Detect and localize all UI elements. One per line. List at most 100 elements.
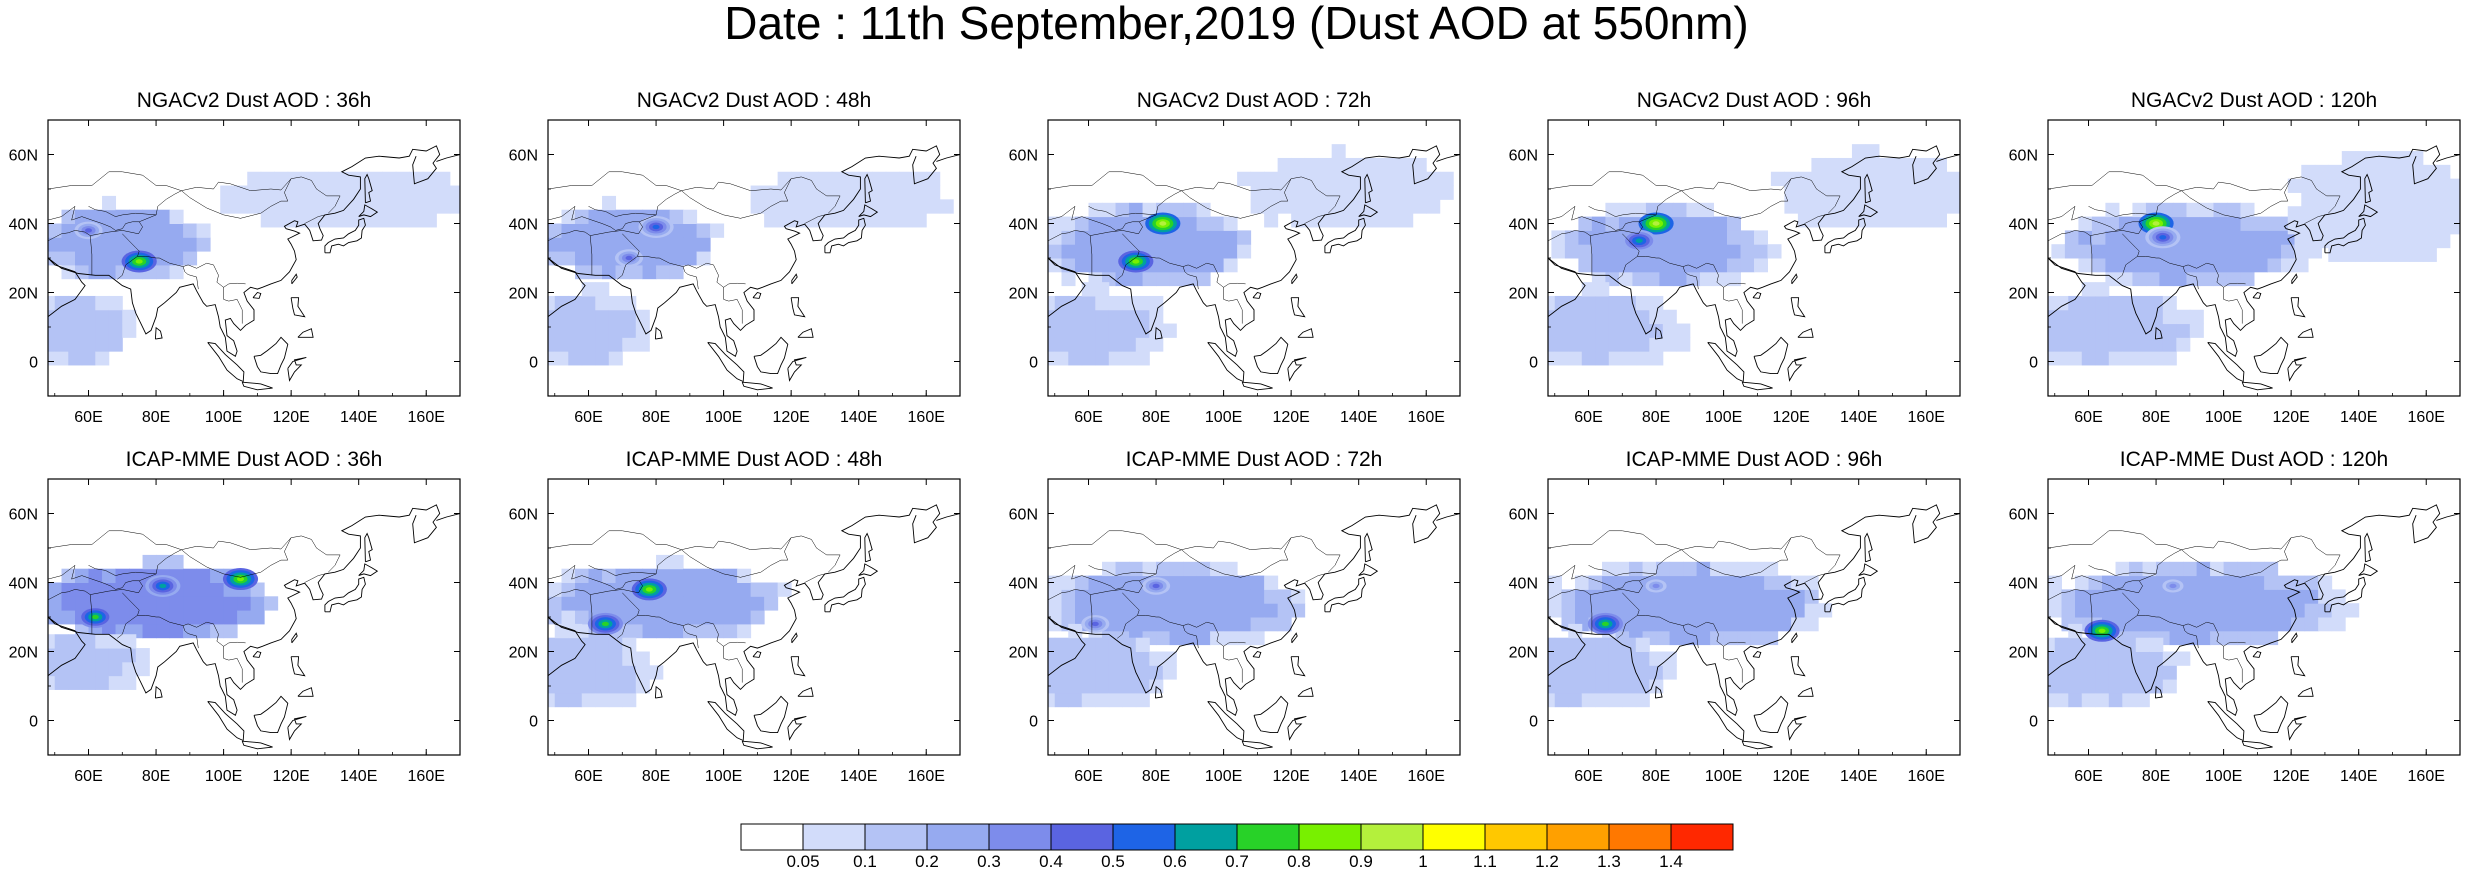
coastline xyxy=(287,356,307,382)
dust-cell xyxy=(1635,665,1650,680)
country-border xyxy=(1713,264,1746,288)
dust-cell xyxy=(2463,206,2473,220)
dust-cell xyxy=(1129,589,1144,604)
dust-cell xyxy=(1764,617,1779,632)
dust-cell xyxy=(1618,202,1633,218)
dust-cell xyxy=(1135,665,1150,680)
dust-cell xyxy=(818,213,833,228)
y-tick-label: 20N xyxy=(1009,286,1038,303)
map-panel: NGACv2 Dust AOD : 96h 60E 80E 100E 120E 140E 1… xyxy=(1500,90,2000,450)
coastline xyxy=(324,576,366,613)
dust-cell xyxy=(1548,309,1556,325)
dust-cell xyxy=(615,596,630,611)
dust-cell xyxy=(2264,589,2279,604)
dust-cell xyxy=(1054,337,1069,352)
dust-cell xyxy=(2176,309,2191,325)
dust-cell xyxy=(2199,202,2214,218)
dust-cell xyxy=(2129,575,2144,590)
dust-cell xyxy=(2122,692,2137,708)
dust-cell xyxy=(1656,561,1671,577)
y-tick-label: 40N xyxy=(1509,217,1538,234)
dust-cell xyxy=(2176,323,2191,338)
x-tick-label: 60E xyxy=(1074,409,1102,426)
dust-cell xyxy=(1575,589,1590,604)
dust-cell xyxy=(2328,178,2343,193)
dust-cell xyxy=(1412,171,1427,187)
country-border xyxy=(1723,287,1743,324)
dust-cell xyxy=(247,185,262,200)
dust-cell xyxy=(81,323,96,338)
dust-cell xyxy=(1001,665,1015,679)
coastline xyxy=(1358,204,1379,218)
dust-cell xyxy=(2301,206,2316,221)
dust-cell xyxy=(2048,309,2056,325)
dust-cell xyxy=(1210,561,1225,577)
dust-cell xyxy=(2199,258,2214,273)
dust-cell xyxy=(568,351,583,366)
dust-cell xyxy=(1250,185,1265,200)
dust-cell xyxy=(1605,244,1620,259)
dust-cell xyxy=(301,185,316,200)
dust-cell xyxy=(588,251,603,266)
y-tick-label: 60N xyxy=(2009,507,2038,524)
dust-cell xyxy=(2118,216,2133,231)
dust-cell xyxy=(1740,258,1755,273)
dust-cell xyxy=(1696,603,1711,618)
coastline xyxy=(2252,650,2262,658)
country-border xyxy=(589,589,639,635)
dust-cell xyxy=(528,679,542,693)
dust-cell xyxy=(581,323,596,338)
dust-cell xyxy=(608,309,623,325)
coastline xyxy=(2297,328,2314,338)
dust-cell xyxy=(1905,199,1920,214)
dust-cell xyxy=(2223,575,2238,590)
dust-cell xyxy=(1358,157,1373,173)
dust-cell xyxy=(1250,603,1265,618)
dust-cell xyxy=(328,185,343,200)
coastline xyxy=(1364,173,1373,204)
dust-cell xyxy=(61,582,76,597)
coastline xyxy=(1207,342,1245,383)
dust-cell xyxy=(1595,637,1610,652)
country-border xyxy=(89,230,139,276)
dust-cell xyxy=(1632,271,1647,287)
dust-cell xyxy=(777,199,792,214)
dust-cell xyxy=(2108,337,2123,352)
dust-cell xyxy=(1095,309,1110,325)
x-tick-label: 60E xyxy=(1574,768,1602,785)
coastline xyxy=(1253,695,1289,734)
dust-cell xyxy=(2172,271,2187,287)
dust-cell xyxy=(2355,164,2370,180)
dust-cell xyxy=(2118,258,2133,273)
dust-cell xyxy=(1696,630,1711,646)
dust-cell xyxy=(804,213,819,228)
dust-cell xyxy=(1932,213,1947,228)
dust-cell xyxy=(2328,220,2343,235)
dust-cell xyxy=(1683,617,1698,632)
dust-cell xyxy=(95,661,110,677)
country-border xyxy=(1804,573,1825,583)
dust-cell xyxy=(1102,244,1117,259)
coastline xyxy=(548,145,941,357)
dust-cell xyxy=(1740,244,1755,259)
coastline xyxy=(2364,173,2373,204)
dust-cell xyxy=(2001,679,2015,693)
dust-cell xyxy=(1318,213,1333,228)
dust-cell xyxy=(2254,244,2269,259)
dust-cell xyxy=(2159,271,2174,287)
dust-cell xyxy=(1750,630,1765,646)
dust-cell xyxy=(656,596,671,611)
dust-cell xyxy=(169,251,184,266)
dust-cell xyxy=(1028,679,1042,693)
dust-cell xyxy=(156,264,171,280)
dust-cell xyxy=(1135,637,1150,652)
dust-cell xyxy=(169,223,184,238)
dust-cell xyxy=(1061,244,1076,259)
dust-cell xyxy=(1713,230,1728,245)
dust-cell xyxy=(1811,199,1826,214)
dust-cell xyxy=(1358,171,1373,187)
dust-cell xyxy=(2081,351,2096,366)
dust-cell xyxy=(2169,630,2184,646)
dust-cell xyxy=(2291,589,2306,604)
